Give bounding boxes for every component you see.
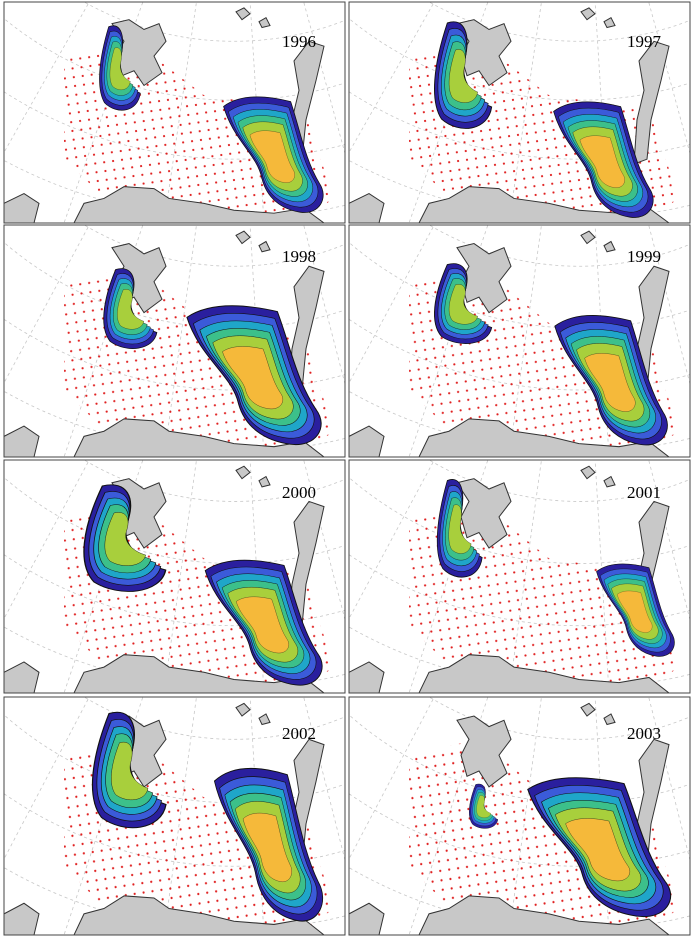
panel-year: 1998 xyxy=(282,247,316,266)
panel-year: 2003 xyxy=(627,724,661,743)
panel-year: 2000 xyxy=(282,483,316,502)
panel-year: 1997 xyxy=(627,32,662,51)
panel-year: 1996 xyxy=(282,32,316,51)
map-panel: 1996 xyxy=(3,1,346,224)
map-panel: 2001 xyxy=(348,459,691,694)
panel-year: 1999 xyxy=(627,247,661,266)
map-panel: 1999 xyxy=(348,224,691,458)
map-panel: 1998 xyxy=(3,224,346,458)
panel-year: 2002 xyxy=(282,724,316,743)
panel-year: 2001 xyxy=(627,483,661,502)
map-panel: 2000 xyxy=(3,459,346,694)
map-panel: 1997 xyxy=(348,1,691,224)
map-panel: 2003 xyxy=(348,696,691,936)
